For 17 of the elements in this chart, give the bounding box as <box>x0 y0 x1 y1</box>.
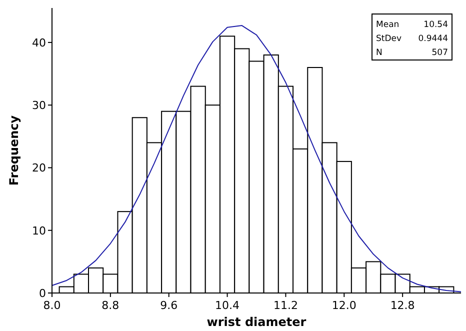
text: N 507 <box>376 48 448 58</box>
x-tick-label: 8.0 <box>43 299 61 312</box>
y-tick-label: 30 <box>32 99 46 112</box>
x-tick-label: 9.6 <box>160 299 178 312</box>
x-tick-label: 12.0 <box>332 299 356 312</box>
x-tick-label: 11.2 <box>273 299 298 312</box>
y-tick-label: 40 <box>32 36 46 50</box>
y-tick-label: 10 <box>32 224 46 238</box>
x-tick-label: 12.8 <box>390 299 415 312</box>
x-tick-label: 8.8 <box>102 299 120 312</box>
y-axis-title: Frequency <box>7 115 21 186</box>
y-tick-label: 0 <box>39 287 46 300</box>
x-axis-title: wrist diameter <box>206 315 306 329</box>
text: Mean 10.54 <box>376 20 448 30</box>
y-tick-label: 20 <box>32 162 46 175</box>
text: StDev 0.9444 <box>376 34 448 44</box>
x-tick-label: 10.4 <box>215 299 240 312</box>
